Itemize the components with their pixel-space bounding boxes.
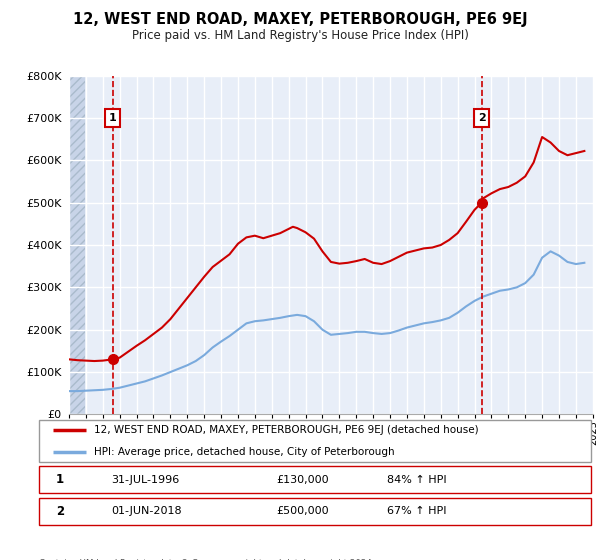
Text: 31-JUL-1996: 31-JUL-1996 — [111, 475, 179, 485]
Text: 1: 1 — [56, 473, 64, 487]
FancyBboxPatch shape — [39, 420, 591, 462]
Text: Contains HM Land Registry data © Crown copyright and database right 2024.: Contains HM Land Registry data © Crown c… — [39, 559, 374, 560]
Text: £130,000: £130,000 — [277, 475, 329, 485]
Text: 12, WEST END ROAD, MAXEY, PETERBOROUGH, PE6 9EJ: 12, WEST END ROAD, MAXEY, PETERBOROUGH, … — [73, 12, 527, 27]
Text: HPI: Average price, detached house, City of Peterborough: HPI: Average price, detached house, City… — [94, 447, 395, 457]
Bar — [69, 76, 85, 414]
Text: 2: 2 — [478, 113, 485, 123]
FancyBboxPatch shape — [39, 466, 591, 493]
Text: £500,000: £500,000 — [277, 506, 329, 516]
Text: 2: 2 — [56, 505, 64, 518]
Text: 67% ↑ HPI: 67% ↑ HPI — [387, 506, 446, 516]
Text: Price paid vs. HM Land Registry's House Price Index (HPI): Price paid vs. HM Land Registry's House … — [131, 29, 469, 42]
Text: 12, WEST END ROAD, MAXEY, PETERBOROUGH, PE6 9EJ (detached house): 12, WEST END ROAD, MAXEY, PETERBOROUGH, … — [94, 425, 479, 435]
FancyBboxPatch shape — [39, 498, 591, 525]
Text: 1: 1 — [109, 113, 116, 123]
Text: 84% ↑ HPI: 84% ↑ HPI — [387, 475, 446, 485]
Text: 01-JUN-2018: 01-JUN-2018 — [111, 506, 181, 516]
